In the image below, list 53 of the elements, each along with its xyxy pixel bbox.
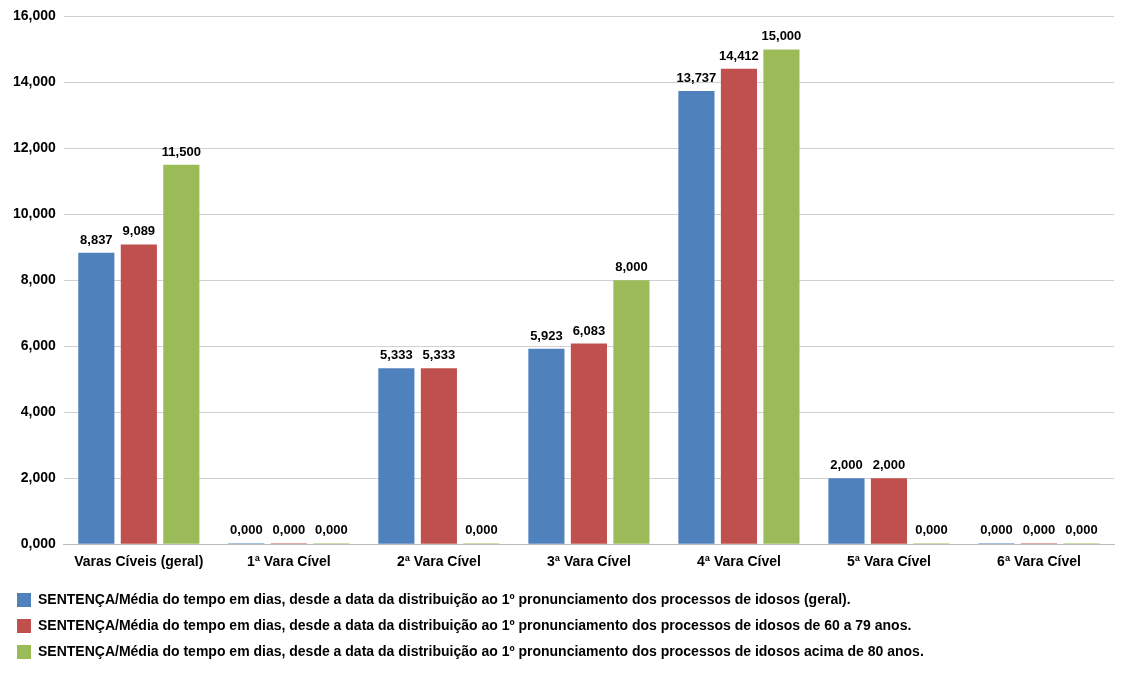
y-tick-label: 16,000: [12, 7, 57, 24]
legend-label: SENTENÇA/Média do tempo em dias, desde a data da distribuição ao 1º pronunciamento dos processos de idosos (geral).: [38, 590, 851, 607]
y-tick-label: 0,000: [20, 535, 57, 552]
data-label: 0,000: [980, 522, 1013, 538]
data-label: 2,000: [830, 457, 863, 473]
data-label: 0,000: [272, 522, 306, 538]
data-label: 8,000: [615, 259, 648, 275]
data-label: 0,000: [465, 522, 498, 538]
bar: [163, 164, 200, 544]
data-label: 0,000: [1022, 522, 1056, 538]
x-tick-label: 4ª Vara Cível: [697, 553, 781, 570]
data-label: 0,000: [915, 522, 948, 538]
y-tick-label: 8,000: [20, 271, 57, 288]
data-label: 0,000: [230, 522, 263, 538]
x-tick-label: 1ª Vara Cível: [246, 553, 331, 570]
data-label: 5,333: [422, 347, 456, 363]
y-tick-label: 12,000: [12, 139, 57, 156]
x-tick-label: 5ª Vara Cível: [847, 553, 931, 570]
bar: [528, 348, 565, 544]
bar: [828, 478, 865, 544]
bar: [613, 280, 650, 544]
x-tick-label: 2ª Vara Cível: [396, 553, 481, 570]
legend-label: SENTENÇA/Média do tempo em dias, desde a data da distribuição ao 1º pronunciamento dos processos de idosos de 60 a 79 anos.: [38, 616, 912, 633]
data-label: 13,737: [676, 70, 717, 86]
y-tick-label: 4,000: [20, 403, 57, 420]
legend-label: SENTENÇA/Média do tempo em dias, desde a data da distribuição ao 1º pronunciamento dos processos de idosos acima de 80 anos.: [38, 642, 924, 659]
y-tick-label: 6,000: [20, 337, 57, 354]
data-label: 14,412: [719, 47, 759, 63]
bar: [378, 368, 415, 544]
data-label: 5,923: [530, 327, 563, 343]
data-label: 11,500: [161, 143, 201, 159]
x-tick-label: 6ª Vara Cível: [997, 553, 1081, 570]
x-tick-label: Varas Cíveis (geral): [74, 553, 204, 570]
data-label: 6,083: [572, 322, 606, 338]
bar: [78, 252, 115, 544]
y-tick-label: 14,000: [12, 73, 57, 90]
bar: [678, 91, 715, 544]
bar: [570, 343, 607, 544]
bar: [420, 368, 457, 544]
data-label: 15,000: [761, 28, 802, 44]
bar: [120, 244, 157, 544]
data-label: 0,000: [1065, 522, 1098, 538]
bar: [870, 478, 908, 544]
y-tick-label: 2,000: [20, 469, 57, 486]
y-tick-label: 10,000: [12, 205, 57, 222]
bar: [763, 49, 800, 544]
data-label: 9,089: [122, 223, 156, 239]
data-label: 5,333: [380, 347, 413, 363]
data-label: 0,000: [315, 522, 348, 538]
bar: [720, 68, 757, 544]
x-tick-label: 3ª Vara Cível: [547, 553, 631, 570]
data-label: 8,837: [80, 231, 113, 247]
data-label: 2,000: [872, 457, 906, 473]
